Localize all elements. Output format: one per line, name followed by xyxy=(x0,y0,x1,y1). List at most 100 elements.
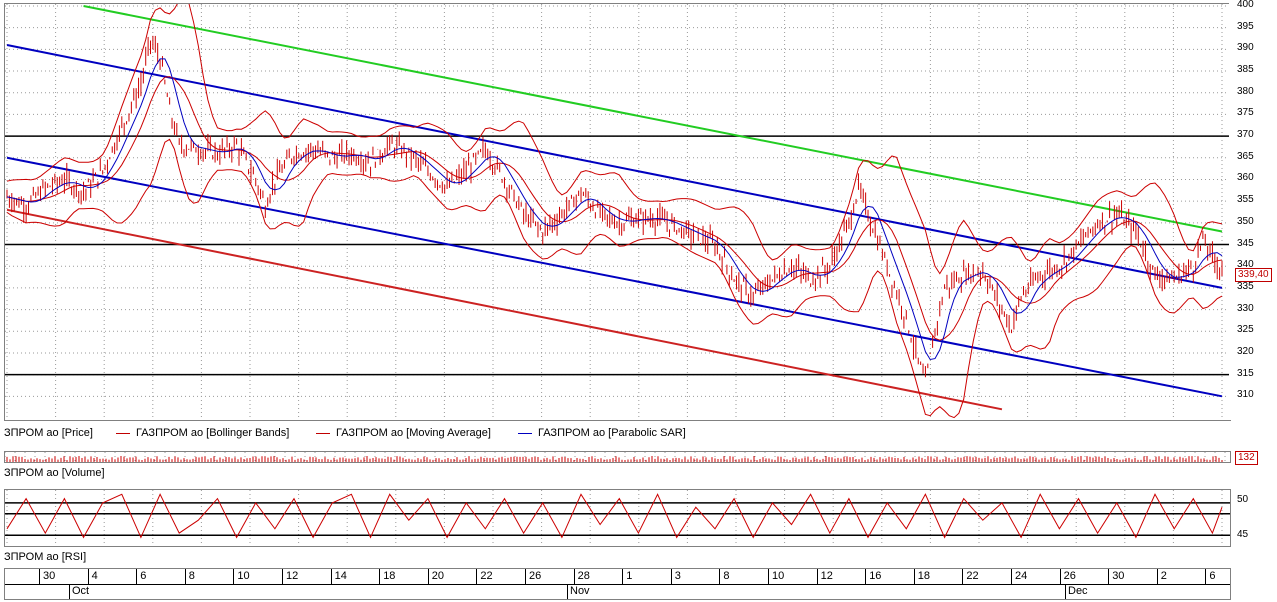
volume-pane[interactable] xyxy=(4,451,1231,463)
price-tick-label: 380 xyxy=(1237,85,1254,97)
trend-line-red-lower xyxy=(6,208,1003,411)
price-tick-label: 315 xyxy=(1237,367,1254,379)
month-label: Nov xyxy=(570,585,590,597)
price-tick-label: 400 xyxy=(1237,0,1254,10)
legend-parabolic-sar: ГАЗПРОМ ао [Parabolic SAR] xyxy=(518,426,686,440)
trend-line-blue-lower xyxy=(6,156,1223,398)
price-tick-label: 335 xyxy=(1237,280,1254,292)
date-tick-label: 12 xyxy=(286,570,299,582)
legend-moving-average-label: ГАЗПРОМ ао [Moving Average] xyxy=(336,427,491,439)
date-tick-mark xyxy=(622,569,624,584)
date-tick-label: 14 xyxy=(334,570,347,582)
price-tick-label: 375 xyxy=(1237,107,1254,119)
date-tick-label: 28 xyxy=(577,570,590,582)
date-tick-label: 26 xyxy=(529,570,542,582)
date-tick-label: 6 xyxy=(1209,570,1216,582)
date-tick-mark xyxy=(1205,569,1207,584)
rsi-line xyxy=(6,493,1223,539)
legend-rsi: ЗПРОМ ао [RSI] xyxy=(4,551,87,563)
moving-average-line xyxy=(6,76,1223,341)
date-tick-mark xyxy=(39,569,40,584)
price-tick-label: 360 xyxy=(1237,172,1254,184)
date-tick-label: 26 xyxy=(1063,570,1076,582)
date-tick-mark xyxy=(1011,569,1012,584)
date-tick-mark xyxy=(233,569,235,584)
bollinger-lower xyxy=(6,138,1223,419)
price-chart-pane[interactable] xyxy=(4,0,1231,421)
date-tick-mark xyxy=(1059,569,1061,584)
date-tick-mark xyxy=(768,569,769,584)
date-tick-mark xyxy=(670,569,672,584)
date-tick-mark xyxy=(379,569,381,584)
date-tick-label: 20 xyxy=(431,570,445,582)
volume-chart xyxy=(4,452,1226,462)
bollinger-upper xyxy=(6,0,1223,275)
month-label: Oct xyxy=(72,585,90,597)
month-tick-mark xyxy=(567,584,568,599)
date-tick-mark xyxy=(573,569,575,584)
date-axis-separator xyxy=(5,584,1230,585)
date-tick-mark xyxy=(184,569,186,584)
date-tick-label: 10 xyxy=(237,570,250,582)
parabolic-sar-line xyxy=(6,58,1223,361)
price-bars xyxy=(6,35,1223,378)
date-tick-mark xyxy=(962,569,964,584)
price-tick-label: 325 xyxy=(1237,324,1254,336)
price-tick-label: 370 xyxy=(1237,129,1254,141)
legend-bollinger: ГАЗПРОМ ао [Bollinger Bands] xyxy=(116,426,289,440)
date-tick-label: 10 xyxy=(772,570,785,582)
date-tick-mark xyxy=(816,569,818,584)
price-tick-label: 390 xyxy=(1237,42,1254,54)
legend-moving-average-swatch xyxy=(316,432,330,434)
date-tick-label: 18 xyxy=(383,570,396,582)
date-axis: 30 4 6 8 10 12 14 18 20 22 26 28 1 3 8 10 12 16 18 22 24 26 30… xyxy=(4,568,1231,600)
legend-bollinger-label: ГАЗПРОМ ао [Bollinger Bands] xyxy=(136,427,290,439)
date-tick-mark xyxy=(476,569,478,584)
rsi-tick-50: 50 xyxy=(1237,494,1249,505)
date-tick-label: 24 xyxy=(1015,570,1028,582)
date-tick-label: 22 xyxy=(966,570,979,582)
date-tick-label: 6 xyxy=(140,570,147,582)
date-tick-mark xyxy=(719,569,721,584)
date-tick-label: 2 xyxy=(1160,570,1167,582)
date-tick-label: 3 xyxy=(674,570,681,582)
legend-parabolic-sar-swatch xyxy=(518,432,532,434)
date-tick-mark xyxy=(427,569,429,584)
legend-bollinger-swatch xyxy=(116,432,130,434)
price-tick-label: 365 xyxy=(1237,150,1254,162)
price-tick-label: 355 xyxy=(1237,194,1254,206)
date-tick-label: 1 xyxy=(626,570,633,582)
date-tick-label: 12 xyxy=(820,570,833,582)
month-tick-mark xyxy=(1065,584,1066,599)
trend-line-green xyxy=(83,5,1223,233)
price-tick-label: 345 xyxy=(1237,237,1254,249)
date-tick-label: 30 xyxy=(43,570,56,582)
legend-moving-average: ГАЗПРОМ ао [Moving Average] xyxy=(316,426,491,440)
legend-volume: ЗПРОМ ао [Volume] xyxy=(4,467,105,479)
price-tick-label: 350 xyxy=(1237,215,1254,227)
date-tick-mark xyxy=(913,569,915,584)
date-tick-mark xyxy=(525,569,526,584)
date-tick-label: 30 xyxy=(1112,570,1125,582)
legend-parabolic-sar-label: ГАЗПРОМ ао [Parabolic SAR] xyxy=(538,427,686,439)
price-chart xyxy=(5,0,1230,420)
date-tick-label: 8 xyxy=(723,570,730,582)
rsi-pane[interactable] xyxy=(4,489,1231,547)
date-tick-mark xyxy=(282,569,283,584)
month-tick-mark xyxy=(69,584,70,599)
date-tick-label: 22 xyxy=(480,570,493,582)
rsi-tick-45: 45 xyxy=(1237,529,1249,540)
date-tick-label: 8 xyxy=(188,570,195,582)
price-tick-label: 320 xyxy=(1237,345,1254,357)
price-y-axis: 400 395 390 385 380 375 370 365 360 355 350 345 340 3… xyxy=(1229,0,1277,420)
price-tick-label: 385 xyxy=(1237,64,1254,76)
date-tick-mark xyxy=(330,569,332,584)
rsi-chart xyxy=(5,490,1230,546)
legend-price: ЗПРОМ ао [Price] xyxy=(4,427,93,439)
date-tick-mark xyxy=(136,569,138,584)
date-tick-label: 4 xyxy=(91,570,98,582)
price-tick-label: 395 xyxy=(1237,20,1254,32)
month-label: Dec xyxy=(1068,585,1088,597)
last-volume-tag: 132 xyxy=(1235,451,1258,465)
last-price-tag: 339,40 xyxy=(1235,268,1272,282)
